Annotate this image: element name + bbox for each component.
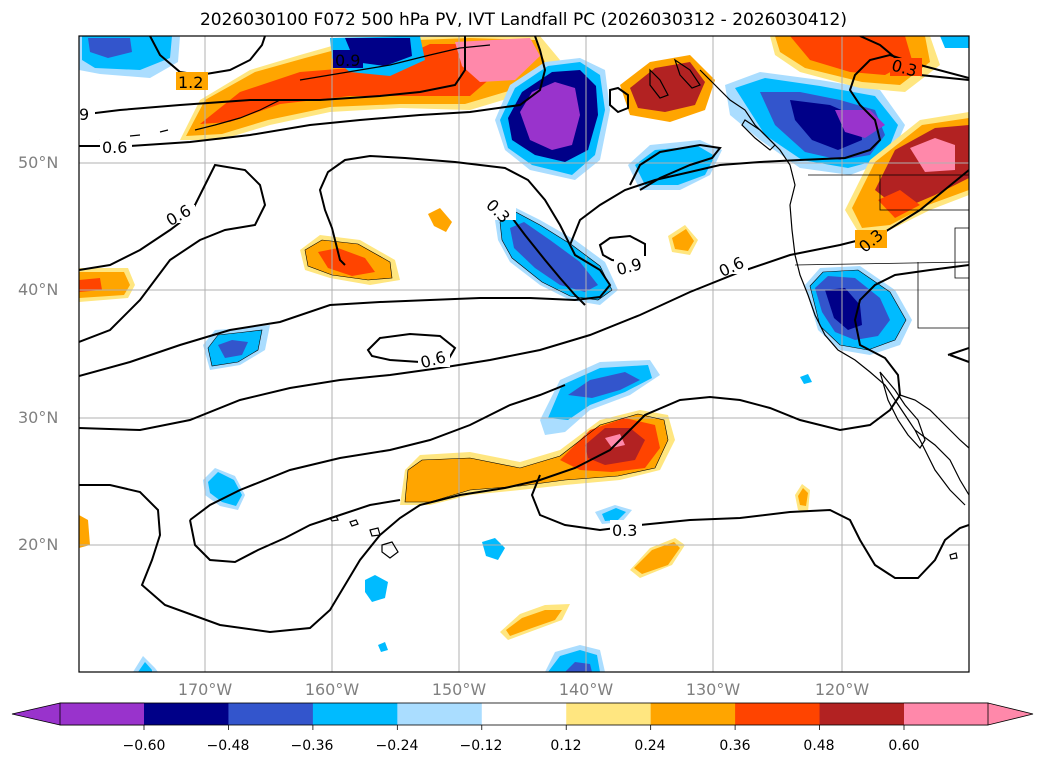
colorbar	[11, 702, 1034, 730]
colorbar-tick-label: −0.48	[206, 738, 250, 754]
contour-label-2: 0.9	[335, 51, 360, 70]
lon-label-140w: 140°W	[558, 680, 614, 699]
colorbar-segment	[650, 703, 736, 725]
colorbar-segment	[228, 703, 314, 725]
lat-label-20n: 20°N	[18, 535, 59, 554]
colorbar-tick-label: 0.48	[803, 738, 835, 754]
coastlines	[99, 44, 969, 560]
map-title: 2026030100 F072 500 hPa PV, IVT Landfall…	[199, 10, 847, 30]
colorbar-tick-label: −0.60	[122, 738, 166, 754]
colorbar-tick-label: −0.12	[459, 738, 503, 754]
fill-outlines	[207, 209, 907, 503]
colorbar-segment	[481, 703, 567, 725]
colorbar-segment	[904, 703, 988, 725]
lat-label-50n: 50°N	[18, 153, 59, 172]
colorbar-tick-label: 0.36	[719, 738, 751, 754]
colorbar-frame	[59, 702, 989, 726]
colorbar-segment	[397, 703, 483, 725]
colorbar-segment	[566, 703, 652, 725]
colorbar-segment	[60, 703, 144, 725]
colorbar-segment	[735, 703, 821, 725]
colorbar-segment	[819, 703, 905, 725]
contour-label-10: 0.3	[612, 521, 637, 540]
colorbar-segment	[144, 703, 229, 725]
lat-label-40n: 40°N	[18, 280, 59, 299]
lon-label-130w: 130°W	[685, 680, 741, 699]
lon-label-160w: 160°W	[304, 680, 360, 699]
lon-label-120w: 120°W	[814, 680, 870, 699]
colorbar-tick-label: 0.24	[634, 738, 666, 754]
colorbar-tick-label: 0.60	[888, 738, 920, 754]
lon-label-170w: 170°W	[177, 680, 233, 699]
map-frame	[78, 35, 970, 673]
colorbar-tick-label: −0.36	[290, 738, 334, 754]
contour-label-3: 9	[79, 105, 89, 124]
contour-label-4: 0.6	[102, 138, 127, 157]
colorbar-tick-label: 0.12	[550, 738, 582, 754]
colorbar-segment	[312, 703, 398, 725]
contour-label-1: 1.2	[178, 73, 203, 92]
gridlines	[79, 36, 969, 672]
lon-label-150w: 150°W	[431, 680, 487, 699]
colorbar-tick-label: −0.24	[375, 738, 419, 754]
lat-label-30n: 30°N	[18, 408, 59, 427]
